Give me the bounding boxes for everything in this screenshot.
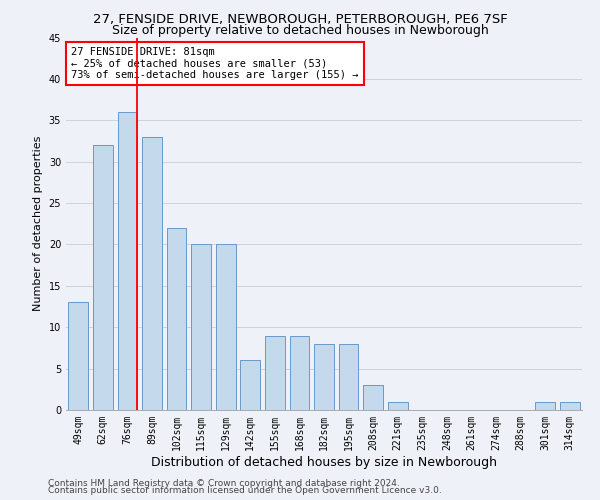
- Bar: [142, 137, 162, 410]
- Bar: [167, 228, 187, 410]
- Bar: [216, 244, 236, 410]
- Text: Contains HM Land Registry data © Crown copyright and database right 2024.: Contains HM Land Registry data © Crown c…: [48, 478, 400, 488]
- Bar: [241, 360, 260, 410]
- Bar: [68, 302, 88, 410]
- Bar: [339, 344, 358, 410]
- Text: 27 FENSIDE DRIVE: 81sqm
← 25% of detached houses are smaller (53)
73% of semi-de: 27 FENSIDE DRIVE: 81sqm ← 25% of detache…: [71, 47, 359, 80]
- Bar: [93, 145, 113, 410]
- Y-axis label: Number of detached properties: Number of detached properties: [33, 136, 43, 312]
- Bar: [560, 402, 580, 410]
- Bar: [191, 244, 211, 410]
- Bar: [388, 402, 407, 410]
- Bar: [118, 112, 137, 410]
- Text: Contains public sector information licensed under the Open Government Licence v3: Contains public sector information licen…: [48, 486, 442, 495]
- Bar: [314, 344, 334, 410]
- Text: Size of property relative to detached houses in Newborough: Size of property relative to detached ho…: [112, 24, 488, 37]
- Bar: [364, 385, 383, 410]
- X-axis label: Distribution of detached houses by size in Newborough: Distribution of detached houses by size …: [151, 456, 497, 468]
- Bar: [290, 336, 309, 410]
- Bar: [535, 402, 555, 410]
- Bar: [265, 336, 284, 410]
- Text: 27, FENSIDE DRIVE, NEWBOROUGH, PETERBOROUGH, PE6 7SF: 27, FENSIDE DRIVE, NEWBOROUGH, PETERBORO…: [92, 12, 508, 26]
